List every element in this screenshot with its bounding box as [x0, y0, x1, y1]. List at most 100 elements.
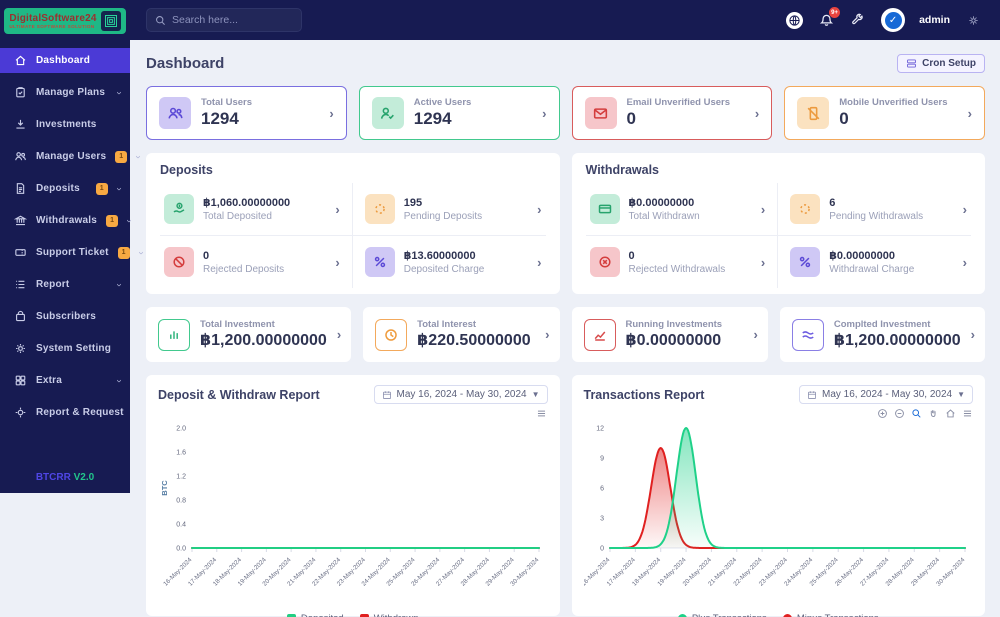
grid-icon	[15, 375, 26, 386]
wrench-icon[interactable]	[849, 11, 867, 29]
pan-icon[interactable]	[927, 407, 939, 419]
rejected-withdrawals-item[interactable]: 0 Rejected Withdrawals ›	[586, 236, 779, 288]
calendar-icon	[808, 390, 816, 399]
sidebar-item-investments[interactable]: Investments	[0, 112, 130, 137]
total-investment-card[interactable]: Total Investment ฿1,200.00000000 ›	[146, 307, 352, 362]
active-users-card[interactable]: Active Users 1294 ›	[358, 86, 560, 140]
legend-minus-transactions[interactable]: Minus Transactions	[782, 613, 879, 617]
total-withdrawn-item[interactable]: ฿0.00000000 Total Withdrawn ›	[585, 183, 779, 236]
deposited-charge-item[interactable]: ฿13.60000000 Deposited Charge ›	[353, 236, 546, 288]
reset-home-icon[interactable]	[944, 407, 956, 419]
search-box[interactable]	[146, 8, 302, 32]
sidebar-item-manage-plans[interactable]: Manage Plans ›	[0, 80, 130, 105]
transactions-chart[interactable]: 12963016-May-202417-May-202418-May-20241…	[580, 420, 973, 606]
header-gear-icon[interactable]	[964, 11, 982, 29]
sidebar-item-system-setting[interactable]: System Setting	[0, 336, 130, 361]
chevron-right-icon: ›	[753, 327, 758, 342]
date-range-select[interactable]: May 16, 2024 - May 30, 2024 ▼	[373, 385, 548, 404]
list-icon	[16, 280, 25, 289]
sidebar-item-manage-users[interactable]: Manage Users 1 ›	[0, 144, 144, 169]
cron-setup-button[interactable]: Cron Setup	[897, 54, 985, 73]
sidebar-item-withdrawals[interactable]: Withdrawals 1 ›	[0, 208, 135, 233]
server-icon	[907, 59, 917, 68]
total-deposited-item[interactable]: ฿1,060.00000000 Total Deposited ›	[160, 183, 353, 236]
search-icon	[156, 15, 165, 25]
chevron-right-icon: ›	[967, 105, 972, 121]
percent-icon	[364, 247, 395, 277]
chevron-right-icon: ›	[329, 105, 334, 121]
svg-text:12: 12	[596, 426, 604, 433]
rejected-deposits-item[interactable]: 0 Rejected Deposits ›	[160, 236, 353, 288]
legend-plus-transactions[interactable]: Plus Transactions	[677, 613, 767, 617]
logo-subtitle: ULTIMATE SOFTWARE SOLUTION	[9, 24, 95, 29]
sidebar-item-report-request[interactable]: Report & Request	[0, 400, 130, 425]
selection-zoom-icon[interactable]	[910, 407, 922, 419]
search-input[interactable]	[172, 14, 282, 26]
download-icon	[16, 119, 25, 129]
svg-text:BTC: BTC	[160, 480, 169, 496]
zoom-in-icon[interactable]	[876, 407, 888, 419]
legend-swatch	[677, 614, 687, 617]
sidebar-item-dashboard[interactable]: Dashboard	[0, 48, 130, 73]
total-interest-card[interactable]: Total Interest ฿220.50000000 ›	[363, 307, 560, 362]
chevron-down-icon: ›	[113, 186, 125, 191]
chevron-down-icon: ›	[113, 282, 125, 287]
sidebar: Dashboard Manage Plans › Investments Man…	[0, 40, 146, 493]
withdrawals-panel: Withdrawals ฿0.00000000 Total Withdrawn …	[571, 153, 985, 294]
avatar[interactable]: ✓	[881, 8, 906, 32]
gear-icon	[16, 344, 25, 353]
transactions-report-card: Transactions Report May 16, 2024 - May 3…	[571, 375, 985, 617]
phone-slash-icon	[797, 97, 830, 129]
deposit-withdraw-report-card: Deposit & Withdraw Report May 16, 2024 -…	[146, 375, 560, 617]
notifications-bell-icon[interactable]: 9+	[817, 7, 841, 29]
chevron-down-icon: ›	[113, 378, 125, 383]
sidebar-badge: 1	[115, 150, 128, 163]
sidebar-item-subscribers[interactable]: Subscribers	[0, 304, 130, 329]
deposits-panel-title: Deposits	[160, 163, 213, 177]
svg-text:9: 9	[600, 456, 604, 463]
chevron-right-icon: ›	[335, 254, 340, 270]
svg-text:6: 6	[600, 486, 604, 493]
users-icon	[159, 97, 191, 129]
legend-swatch	[359, 614, 369, 617]
zoom-out-icon[interactable]	[893, 407, 905, 419]
chart-menu-icon[interactable]	[961, 407, 973, 419]
deposit-withdraw-chart[interactable]: 2.01.61.20.80.40.0BTC16-May-202417-May-2…	[158, 420, 547, 606]
chevron-right-icon: ›	[537, 254, 542, 270]
sidebar-item-deposits[interactable]: Deposits 1 ›	[0, 176, 130, 201]
legend-deposited[interactable]: Deposited	[286, 613, 344, 617]
app-logo[interactable]: DigitalSoftware24 ULTIMATE SOFTWARE SOLU…	[4, 8, 126, 34]
running-investments-card[interactable]: Running Investments ฿0.00000000 ›	[571, 307, 768, 362]
chevron-right-icon: ›	[754, 105, 760, 121]
logo-maze-icon	[100, 11, 121, 31]
page-title: Dashboard	[146, 55, 225, 72]
percent-icon	[790, 247, 821, 277]
sidebar-badge: 1	[117, 246, 130, 259]
sidebar-item-extra[interactable]: Extra ›	[0, 368, 130, 393]
chevron-right-icon: ›	[542, 105, 547, 121]
chevron-right-icon: ›	[335, 201, 340, 217]
email-unverified-card[interactable]: Email Unverified Users 0 ›	[571, 86, 773, 140]
clipboard-icon	[16, 87, 25, 98]
legend-swatch	[286, 614, 296, 617]
legend-withdrawn[interactable]: Withdrawn	[359, 613, 419, 617]
pending-deposits-item[interactable]: 195 Pending Deposits ›	[352, 183, 546, 236]
total-users-card[interactable]: Total Users 1294 ›	[146, 86, 347, 140]
sidebar-item-report[interactable]: Report ›	[0, 272, 130, 297]
pending-withdrawals-item[interactable]: 6 Pending Withdrawals ›	[778, 183, 971, 236]
admin-label[interactable]: admin	[919, 14, 950, 26]
caret-down-icon: ▼	[957, 390, 965, 399]
file-icon	[16, 183, 25, 194]
mobile-unverified-card[interactable]: Mobile Unverified Users 0 ›	[784, 86, 985, 140]
withdrawal-charge-item[interactable]: ฿0.00000000 Withdrawal Charge ›	[778, 236, 971, 288]
top-header: DigitalSoftware24 ULTIMATE SOFTWARE SOLU…	[0, 0, 1000, 40]
svg-text:1.2: 1.2	[176, 474, 186, 481]
sidebar-item-support-ticket[interactable]: Support Ticket 1 ›	[0, 240, 146, 265]
bar-chart-icon	[158, 318, 190, 351]
chart-menu-icon[interactable]	[536, 407, 548, 419]
language-globe-icon[interactable]	[785, 11, 803, 29]
sidebar-badge: 1	[95, 182, 108, 195]
date-range-select[interactable]: May 16, 2024 - May 30, 2024 ▼	[799, 385, 973, 404]
chevron-right-icon: ›	[760, 201, 766, 217]
completed-investment-card[interactable]: Complted Investment ฿1,200.00000000 ›	[779, 307, 985, 362]
